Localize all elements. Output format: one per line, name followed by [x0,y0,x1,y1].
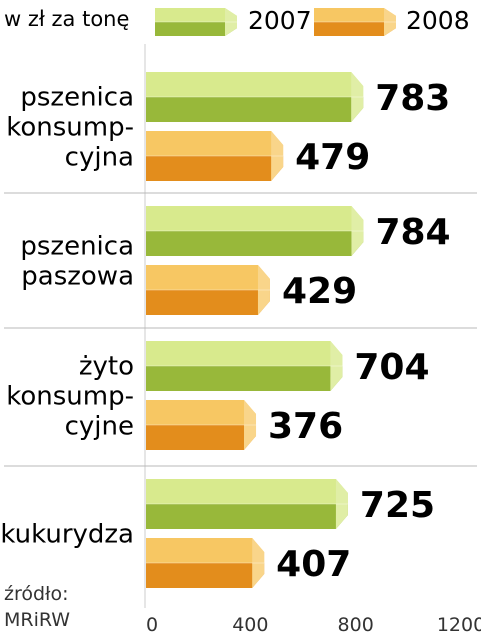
legend-item-2007: 2007 [155,6,312,36]
category-label-0: pszenica konsump-cyjna [6,83,134,173]
bars: 783 784 704 725 479 429 376 407 [146,72,451,588]
value-label-2007-0: 783 [375,78,450,119]
legend-swatch-2007 [155,8,237,36]
bar-2008-0-end-face [271,131,284,181]
bar-2007-2-top-face [146,341,343,366]
bar-2008-3-top-face [146,538,265,563]
category-label-3-line-0: kukurydza [0,520,134,550]
legend-prism-2007-end-face [225,8,237,36]
x-tick-1200: 1200 [437,614,481,636]
legend: 2007 2008 [155,6,470,36]
bar-2007-2-bottom-face [146,366,343,391]
legend-label-2008: 2008 [406,6,470,35]
bar-2007-0-bottom-face [146,97,364,122]
legend-prism-2008-bottom-face [314,22,396,36]
legend-prism-2008 [314,8,396,36]
x-axis-ticks: 0 400 800 1200 [146,614,481,636]
value-label-2008-1: 429 [282,271,357,312]
bar-2007-0-top-face [146,72,364,97]
legend-item-2008: 2008 [314,6,470,36]
value-label-2007-3: 725 [360,485,435,526]
legend-prism-2007 [155,8,237,36]
bar-2007-3-bottom-face [146,504,348,529]
category-label-2-line-2: cyjne [65,412,134,442]
legend-prism-2008-end-face [384,8,396,36]
bar-2007-3-end-face [335,479,348,529]
legend-prism-2007-bottom-face [155,22,237,36]
category-label-0-line-0: pszenica [20,83,134,113]
legend-prism-2008-top-face [314,8,396,22]
bar-2008-2-top-face [146,400,257,425]
x-tick-800: 800 [338,614,374,636]
bar-2007-1-bottom-face [146,231,364,256]
legend-swatch-2008 [314,8,396,36]
category-label-1-line-0: pszenica [20,232,134,262]
source-value: MRiRW [4,609,70,631]
category-label-2-line-0: żyto [79,352,134,382]
value-label-2008-2: 376 [268,406,343,447]
value-label-2007-2: 704 [354,347,429,388]
bar-2008-0-top-face [146,131,284,156]
bar-2008-1-top-face [146,265,270,290]
category-label-1-line-1: paszowa [21,262,134,292]
x-tick-400: 400 [232,614,268,636]
bar-2007-3 [146,479,348,529]
category-label-0-line-1: konsump- [6,113,134,143]
bar-2008-1 [146,265,270,315]
bar-2007-2 [146,341,343,391]
bar-2008-1-bottom-face [146,290,270,315]
x-tick-0: 0 [146,614,158,636]
bar-2007-0 [146,72,364,122]
bar-2007-0-end-face [351,72,364,122]
bar-2008-2 [146,400,257,450]
bar-2008-3 [146,538,265,588]
category-label-3: kukurydza [0,520,134,550]
group-separators [4,192,477,467]
bar-2008-3-bottom-face [146,563,265,588]
bar-2008-0-bottom-face [146,156,284,181]
bar-2008-2-end-face [244,400,257,450]
bar-2007-2-end-face [330,341,343,391]
category-label-2: żyto konsump-cyjne [6,352,134,442]
bar-2007-1-top-face [146,206,364,231]
bar-2008-3-end-face [252,538,265,588]
legend-prism-2007-top-face [155,8,237,22]
bar-2008-1-end-face [257,265,270,315]
bar-2007-3-top-face [146,479,348,504]
bar-2007-1 [146,206,364,256]
legend-label-2007: 2007 [248,6,312,35]
source-label: źródło: [4,583,68,605]
value-label-2007-1: 784 [375,212,450,253]
value-label-2008-3: 407 [276,544,351,585]
bar-2008-2-bottom-face [146,425,257,450]
bar-2007-1-end-face [351,206,364,256]
category-label-2-line-1: konsump- [6,382,134,412]
bar-2008-0 [146,131,284,181]
category-label-1: pszenica paszowa [20,232,134,292]
value-label-2008-0: 479 [295,137,370,178]
category-label-0-line-2: cyjna [65,143,134,173]
unit-label: w zł za tonę [4,7,129,31]
